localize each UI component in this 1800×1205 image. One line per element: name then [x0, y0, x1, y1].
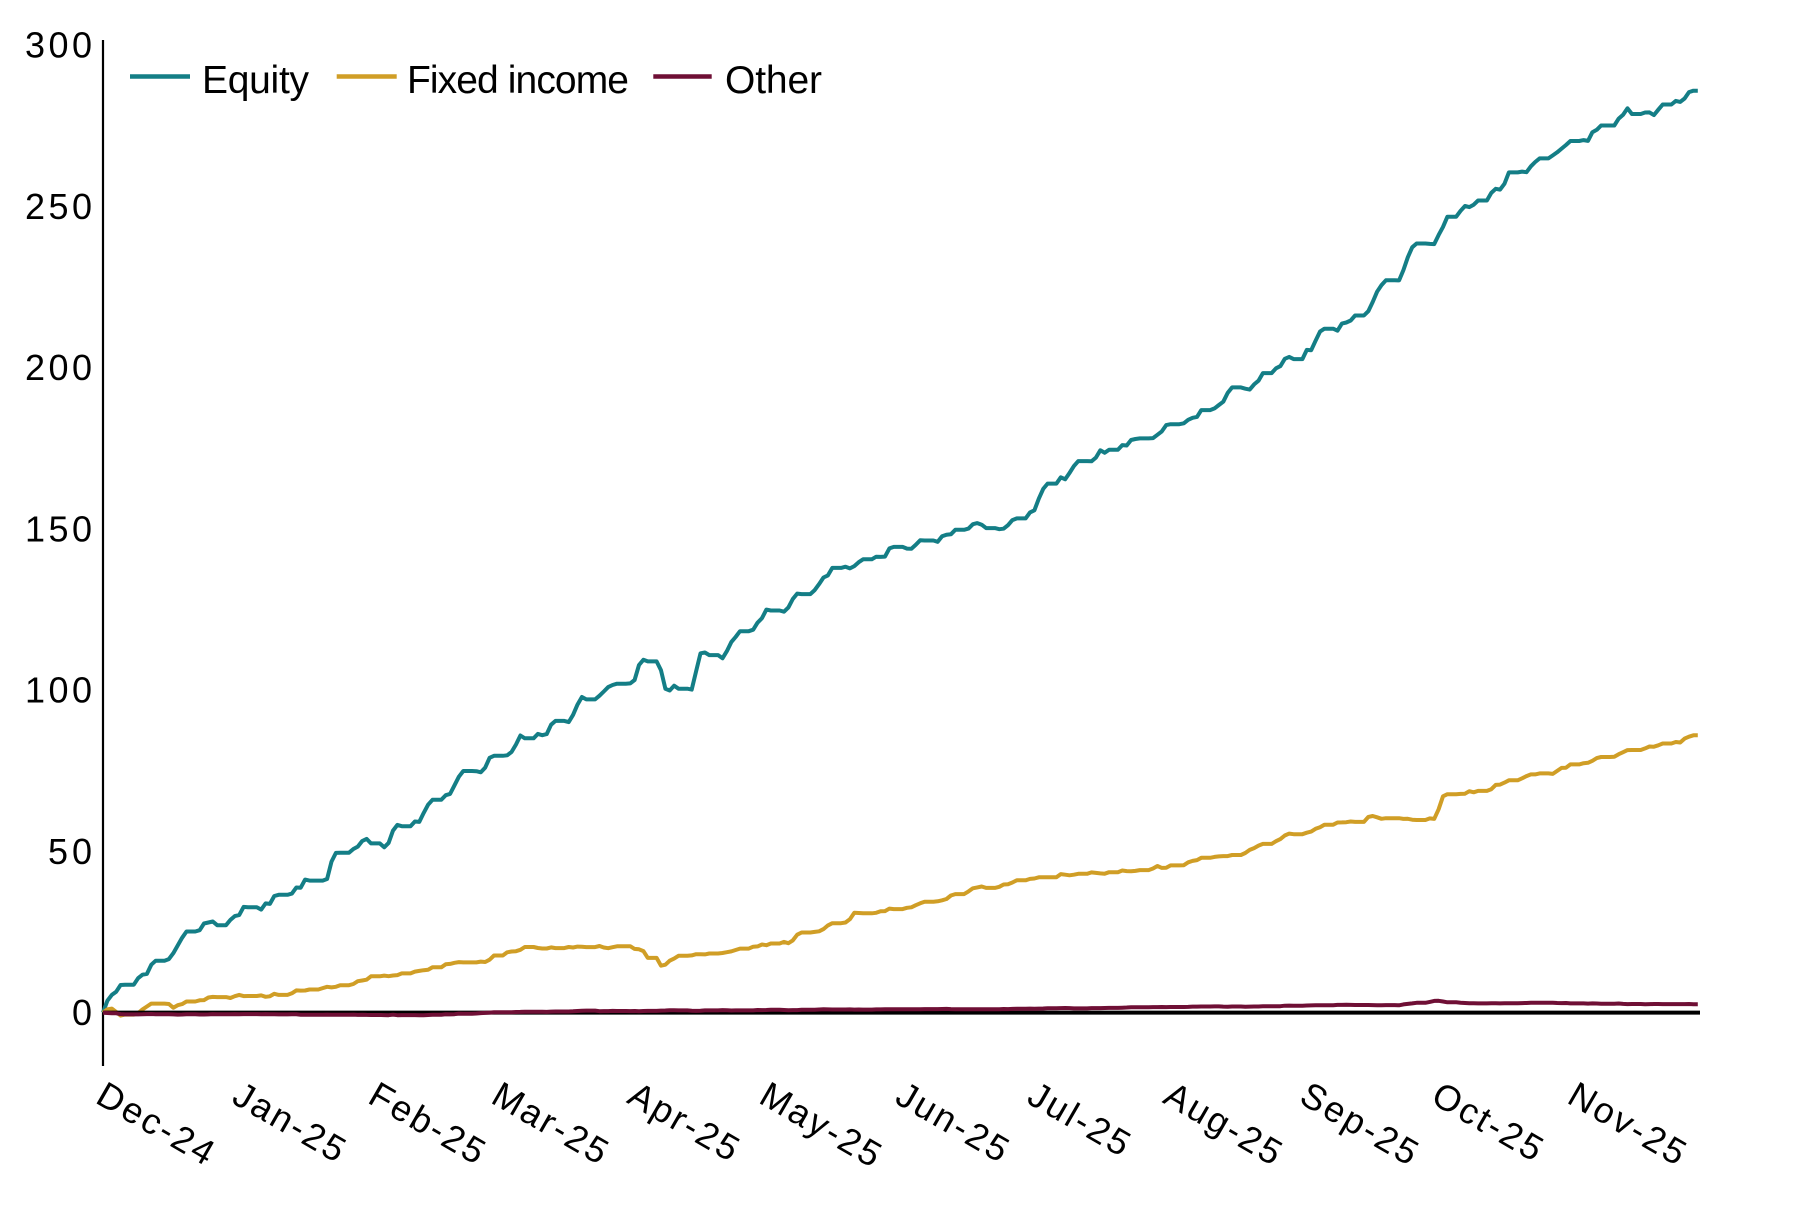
svg-text:100: 100: [25, 670, 92, 711]
svg-text:Fixed income: Fixed income: [407, 59, 629, 102]
svg-text:Other: Other: [725, 59, 822, 102]
svg-text:200: 200: [25, 347, 92, 388]
svg-text:250: 250: [25, 186, 92, 227]
svg-text:150: 150: [25, 508, 92, 549]
svg-text:Equity: Equity: [202, 59, 310, 102]
svg-text:300: 300: [25, 25, 92, 66]
svg-text:0: 0: [72, 992, 92, 1033]
